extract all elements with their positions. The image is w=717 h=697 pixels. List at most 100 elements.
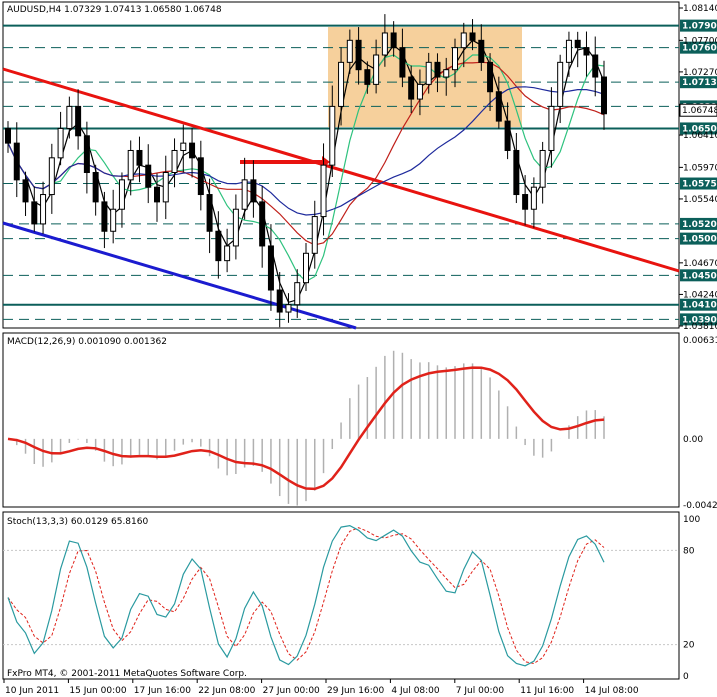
candle[interactable] <box>443 57 450 96</box>
candle[interactable] <box>574 31 581 68</box>
time-tick-label: 14 Jul 08:00 <box>585 686 639 696</box>
candle[interactable] <box>425 52 432 94</box>
candle[interactable] <box>513 132 520 204</box>
candle[interactable] <box>408 65 415 113</box>
candle[interactable] <box>180 124 187 173</box>
candle[interactable] <box>530 177 537 228</box>
candle[interactable] <box>601 60 607 130</box>
price-tick-label: 1.04240 <box>683 290 717 300</box>
candle[interactable] <box>381 14 388 67</box>
candle-body <box>390 32 397 49</box>
candle[interactable] <box>592 36 599 97</box>
level-tag-box <box>680 177 717 190</box>
macd-panel[interactable] <box>2 332 680 508</box>
candle[interactable] <box>539 141 546 204</box>
candle[interactable] <box>66 96 73 139</box>
candle[interactable] <box>40 181 47 234</box>
candle[interactable] <box>267 224 274 311</box>
candle[interactable] <box>57 111 64 166</box>
level-tag: 1.07900 <box>680 19 717 32</box>
candle[interactable] <box>13 122 20 198</box>
stoch-panel[interactable] <box>2 511 680 680</box>
candle[interactable] <box>92 164 99 216</box>
candle[interactable] <box>250 160 257 218</box>
candle[interactable] <box>189 127 196 178</box>
candle[interactable] <box>399 28 406 88</box>
candle[interactable] <box>48 143 55 214</box>
candle[interactable] <box>276 272 283 328</box>
candle[interactable] <box>75 89 82 150</box>
candle[interactable] <box>504 102 511 160</box>
candle[interactable] <box>206 178 213 254</box>
candle[interactable] <box>390 21 397 57</box>
candle-body <box>355 39 362 71</box>
candle[interactable] <box>171 138 178 188</box>
candle-body <box>504 120 511 151</box>
stoch-axis: 100 80 20 0 <box>683 515 700 682</box>
candle[interactable] <box>355 27 362 85</box>
candle[interactable] <box>452 38 458 88</box>
candle[interactable] <box>469 19 476 51</box>
candle[interactable] <box>303 243 309 291</box>
current-price-tag: 1.06748 <box>679 103 717 117</box>
candle[interactable] <box>285 293 292 323</box>
level-tag: 1.05000 <box>680 232 717 245</box>
candle[interactable] <box>31 186 38 232</box>
candle-body <box>75 105 82 137</box>
candle[interactable] <box>259 186 266 268</box>
candle[interactable] <box>311 200 318 269</box>
candle[interactable] <box>338 47 345 126</box>
candle-body <box>162 172 169 203</box>
candle[interactable] <box>495 76 502 129</box>
candle[interactable] <box>487 53 494 111</box>
candle[interactable] <box>416 69 423 116</box>
candle[interactable] <box>565 31 572 77</box>
candle[interactable] <box>583 31 590 77</box>
candle[interactable] <box>162 155 169 220</box>
candle[interactable] <box>522 175 529 226</box>
candle[interactable] <box>548 87 555 168</box>
candle[interactable] <box>294 269 301 318</box>
candle[interactable] <box>22 171 29 216</box>
candle[interactable] <box>215 211 222 279</box>
candle-body <box>434 61 441 78</box>
candle-body <box>460 32 467 49</box>
candle[interactable] <box>557 54 564 124</box>
macd-axis: 0.00631 0.00 -0.00422 <box>683 336 717 511</box>
candle[interactable] <box>434 53 441 93</box>
candle-body <box>574 39 581 49</box>
candle[interactable] <box>197 140 204 211</box>
candle[interactable] <box>224 228 231 273</box>
candle[interactable] <box>320 143 327 236</box>
level-tag: 1.04100 <box>680 298 717 311</box>
candle[interactable] <box>329 85 336 177</box>
candle[interactable] <box>145 144 152 204</box>
candle-body <box>601 76 607 115</box>
candle[interactable] <box>101 191 108 249</box>
candle-body <box>548 105 555 151</box>
candle-body <box>495 91 502 122</box>
candle[interactable] <box>478 24 485 71</box>
candle[interactable] <box>118 172 125 228</box>
red-trendline[interactable] <box>2 67 680 273</box>
level-tag: 1.05200 <box>680 217 717 230</box>
candle[interactable] <box>232 194 239 260</box>
current-price-label: 1.06748 <box>682 106 717 116</box>
candle[interactable] <box>127 140 134 196</box>
candles <box>5 14 607 328</box>
candle[interactable] <box>136 136 143 183</box>
candle[interactable] <box>373 39 380 94</box>
stoch-tick-label: 100 <box>683 515 700 525</box>
candle[interactable] <box>241 157 248 220</box>
candle[interactable] <box>460 22 467 68</box>
candle-body <box>583 47 590 56</box>
candle[interactable] <box>83 121 90 194</box>
candle[interactable] <box>5 121 11 153</box>
candle[interactable] <box>154 173 160 222</box>
candle[interactable] <box>346 29 353 74</box>
candle-body <box>557 61 564 107</box>
candle[interactable] <box>110 189 117 244</box>
level-tag-label: 1.07130 <box>682 78 717 88</box>
candle[interactable] <box>364 61 371 94</box>
